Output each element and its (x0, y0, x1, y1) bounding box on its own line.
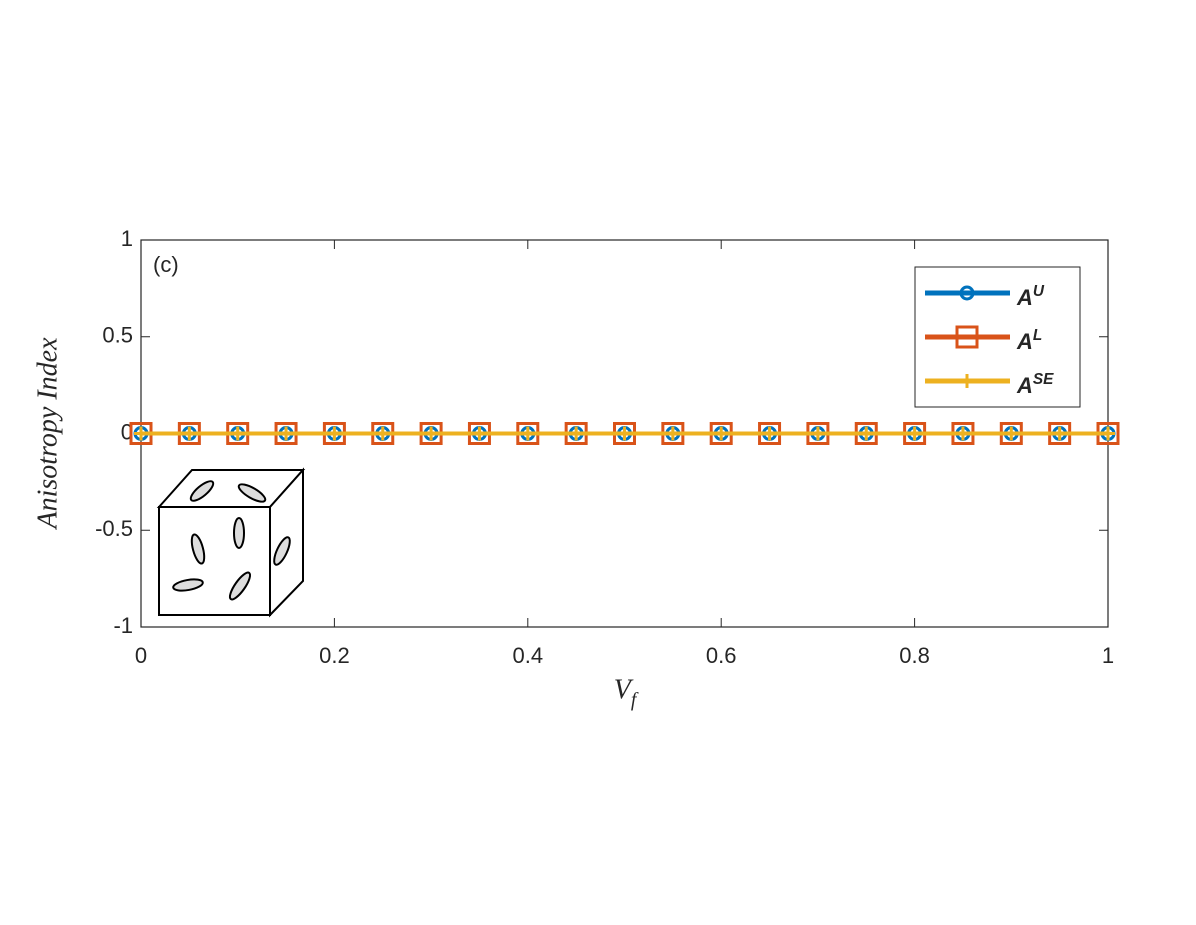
marker-plus (520, 426, 535, 441)
x-tick-label: 0.2 (319, 643, 350, 668)
marker-plus (617, 426, 632, 441)
x-tick-label: 0.6 (706, 643, 737, 668)
y-tick-label: -1 (113, 613, 133, 638)
marker-plus (134, 426, 148, 441)
x-tick-label: 1 (1102, 643, 1114, 668)
y-tick-label: 1 (121, 226, 133, 251)
marker-plus (327, 426, 342, 441)
marker-plus (960, 374, 974, 388)
marker-plus (714, 426, 729, 441)
y-axis-label: Anisotropy Index (32, 337, 63, 531)
marker-square (955, 325, 979, 349)
marker-circle (959, 285, 975, 301)
marker-plus (230, 426, 245, 441)
marker-plus (569, 426, 584, 441)
cube-inset (156, 467, 306, 618)
x-tick-label: 0.4 (513, 643, 544, 668)
marker-plus (1004, 426, 1019, 441)
marker-plus (859, 426, 874, 441)
marker-plus (1052, 426, 1067, 441)
marker-plus (665, 426, 680, 441)
marker-plus (182, 426, 197, 441)
panel-label: (c) (153, 252, 179, 277)
marker-plus (424, 426, 439, 441)
marker-plus (1101, 426, 1115, 441)
marker-plus (810, 426, 825, 441)
marker-plus (375, 426, 390, 441)
marker-plus (762, 426, 777, 441)
marker-plus (907, 426, 922, 441)
x-tick-label: 0 (135, 643, 147, 668)
x-tick-label: 0.8 (899, 643, 930, 668)
y-tick-label: 0.5 (102, 323, 133, 348)
marker-plus (472, 426, 487, 441)
marker-plus (955, 426, 970, 441)
marker-plus (279, 426, 294, 441)
y-tick-label: -0.5 (95, 516, 133, 541)
